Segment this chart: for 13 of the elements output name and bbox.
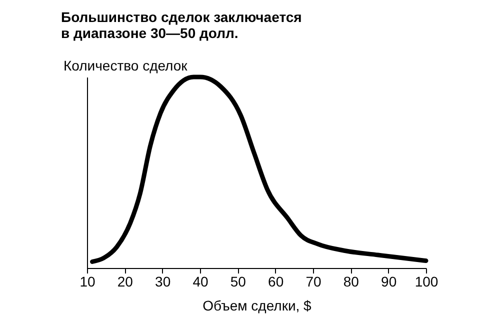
y-axis-title: Количество сделок xyxy=(64,58,188,74)
chart-title: Большинство сделок заключается в диапазоне 30—50 долл. xyxy=(61,9,302,41)
x-tick-label: 40 xyxy=(192,274,208,290)
x-tick-label: 70 xyxy=(306,274,322,290)
x-tick-label: 50 xyxy=(230,274,246,290)
x-tick-label: 100 xyxy=(414,274,438,290)
x-tick-label: 30 xyxy=(155,274,171,290)
x-axis-title: Объем сделки, $ xyxy=(202,298,312,314)
x-tick-label: 10 xyxy=(80,274,96,290)
x-tick-label: 80 xyxy=(343,274,360,290)
x-tick-label: 90 xyxy=(381,274,397,290)
x-tick-label: 20 xyxy=(117,274,134,290)
x-tick-label: 60 xyxy=(268,274,284,290)
